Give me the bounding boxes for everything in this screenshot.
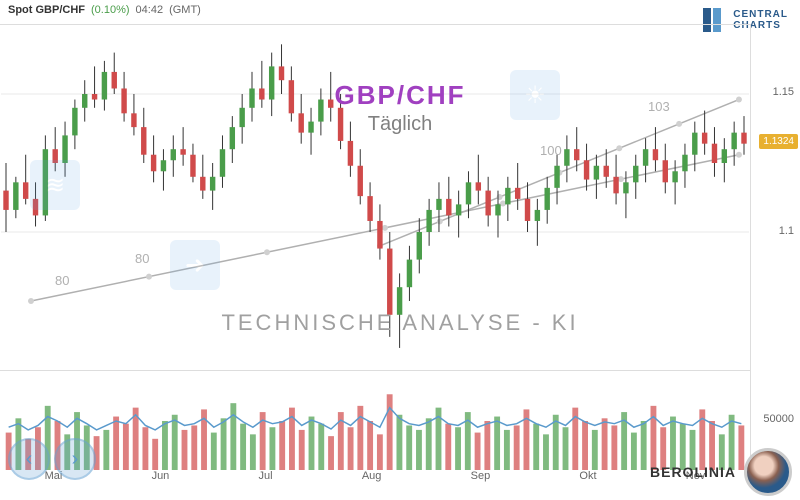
bottom-bar: BEROLINIA xyxy=(642,444,800,500)
volume-chart-area[interactable] xyxy=(0,370,750,470)
nav-back-button[interactable]: ‹ xyxy=(8,438,50,480)
watermark-tech: TECHNISCHE ANALYSE - KI xyxy=(221,310,578,336)
trend-label: 100 xyxy=(540,143,562,158)
header-tz: (GMT) xyxy=(169,4,201,16)
header-time: 04:42 xyxy=(136,4,164,16)
ghost-icon: ☀ xyxy=(510,70,560,120)
symbol-name: Spot GBP/CHF xyxy=(8,4,85,16)
current-price-label: 1.1324 xyxy=(759,134,798,149)
x-tick: Aug xyxy=(362,470,382,488)
y-tick: 1.1 xyxy=(779,225,794,237)
vol-y-tick: 50000 xyxy=(763,413,794,425)
ghost-icon: ≋ xyxy=(30,160,80,210)
brand-name: BEROLINIA xyxy=(650,464,736,480)
volume-chart-svg xyxy=(0,371,750,470)
avatar[interactable] xyxy=(744,448,792,496)
y-tick: 1.15 xyxy=(773,86,794,98)
x-axis: MaiJunJulAugSepOktNov xyxy=(0,470,750,488)
x-tick: Jun xyxy=(152,470,170,488)
nav-controls: ‹ › xyxy=(8,438,96,480)
ghost-icon: ➜ xyxy=(170,240,220,290)
pct-change: (0.10%) xyxy=(91,4,130,16)
x-tick: Sep xyxy=(471,470,491,488)
price-y-axis: 1.1 1.15 1.1324 xyxy=(750,24,800,370)
nav-forward-button[interactable]: › xyxy=(54,438,96,480)
trend-label: 80 xyxy=(135,251,149,266)
x-tick: Okt xyxy=(579,470,596,488)
x-tick: Jul xyxy=(259,470,273,488)
chart-header: Spot GBP/CHF (0.10%) 04:42 (GMT) xyxy=(0,0,800,20)
logo-line1: CENTRAL xyxy=(733,9,788,20)
trend-label: 103 xyxy=(648,99,670,114)
trend-label: 80 xyxy=(55,273,69,288)
